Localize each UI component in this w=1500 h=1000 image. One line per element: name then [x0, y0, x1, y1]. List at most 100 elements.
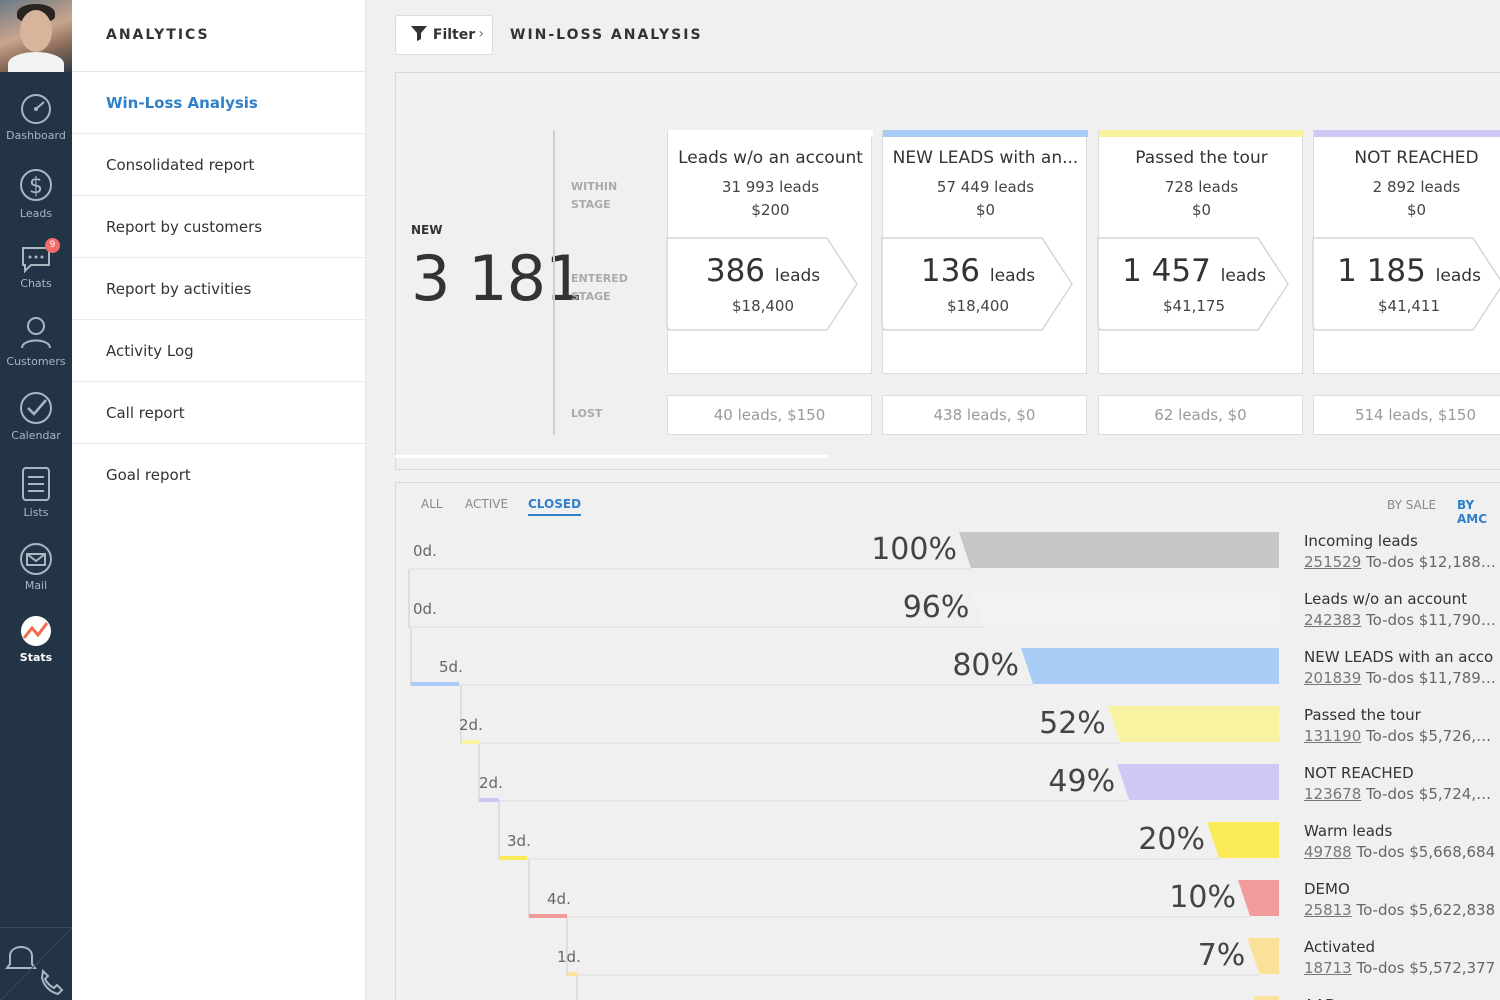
nav-stats[interactable]: Stats [0, 614, 72, 664]
nav-label: Stats [19, 651, 53, 664]
funnel-count-link[interactable]: 131190 [1304, 727, 1362, 745]
funnel-count-link[interactable]: 49788 [1304, 843, 1352, 861]
funnel-percent: 10% [1169, 880, 1236, 915]
tab-all[interactable]: ALL [421, 497, 443, 511]
submenu-item-win-loss[interactable]: Win-Loss Analysis [72, 72, 365, 134]
divider [553, 130, 555, 435]
entered-arrow-box [1312, 237, 1500, 331]
stage-card[interactable]: NEW LEADS with an... 57 449 leads $0 136 le… [881, 130, 1088, 374]
stage-card[interactable]: Leads w/o an account 31 993 leads $200 386 … [666, 130, 873, 374]
funnel-days: 3d. [507, 832, 531, 850]
submenu-item-call-report[interactable]: Call report [72, 382, 365, 444]
stage-color-bar [883, 130, 1088, 137]
dashboard-icon [21, 94, 51, 124]
funnel-bar [1117, 764, 1279, 800]
entered-number: 386 [705, 253, 766, 289]
funnel-stage-label: Warm leads [1304, 822, 1393, 840]
tab-closed[interactable]: CLOSED [528, 497, 582, 516]
nav-dashboard[interactable]: Dashboard [0, 92, 72, 142]
nav-mail[interactable]: Mail [0, 542, 72, 592]
stage-lost[interactable]: 40 leads, $150 [667, 395, 872, 435]
funnel-bar [1238, 880, 1279, 916]
stage-card[interactable]: NOT REACHED 2 892 leads $0 1 185 leads $41,4… [1312, 130, 1500, 374]
nav-label: Mail [24, 579, 48, 592]
funnel-stage-stats: 25813 To-dos $5,622,838 [1304, 901, 1500, 919]
page-title: WIN-LOSS ANALYSIS [510, 27, 703, 43]
stage-color-bar [1099, 130, 1304, 137]
stage-within-amount: $0 [1406, 201, 1427, 219]
stage-entered-amount: $18,400 [946, 297, 1010, 315]
funnel-percent: 52% [1039, 706, 1106, 741]
stage-card[interactable]: Passed the tour 728 leads $0 1 457 leads $41… [1097, 130, 1304, 374]
stage-name: NOT REACHED [1354, 148, 1479, 168]
nav-label: Leads [19, 207, 53, 220]
sort-by-amount[interactable]: BY AMC [1457, 498, 1488, 526]
funnel-days: 0d. [413, 542, 437, 560]
nav-label: Customers [6, 355, 66, 368]
stage-lost[interactable]: 62 leads, $0 [1098, 395, 1303, 435]
avatar[interactable] [0, 0, 72, 72]
stage-lost[interactable]: 514 leads, $150 [1313, 395, 1500, 435]
funnel-stage-stats: 251529 To-dos $12,188,7... [1304, 553, 1500, 571]
funnel-stage-label: NEW LEADS with an acco [1304, 648, 1494, 666]
customers-icon [21, 317, 51, 349]
funnel-bar [971, 590, 1279, 626]
funnel-step-marker [499, 856, 527, 860]
stage-lost[interactable]: 438 leads, $0 [882, 395, 1087, 435]
funnel-chart [408, 532, 1279, 1000]
nav-label: Lists [23, 506, 49, 519]
submenu-item-consolidated[interactable]: Consolidated report [72, 134, 365, 196]
entered-number: 136 [920, 253, 981, 289]
stage-within-leads: 31 993 leads [721, 178, 820, 196]
new-value: 3 181 [411, 242, 584, 315]
funnel-stage-label: NOT REACHED [1304, 764, 1414, 782]
submenu-item-customers[interactable]: Report by customers [72, 196, 365, 258]
new-label: NEW [411, 223, 443, 237]
submenu-item-activity-log[interactable]: Activity Log [72, 320, 365, 382]
funnel-count-link[interactable]: 123678 [1304, 785, 1362, 803]
stage-within-leads: 2 892 leads [1372, 178, 1461, 196]
row-label-entered: ENTERED STAGE [571, 272, 628, 303]
funnel-count-link[interactable]: 251529 [1304, 553, 1362, 571]
funnel-count-link[interactable]: 201839 [1304, 669, 1362, 687]
stage-within-amount: $0 [1191, 201, 1212, 219]
sort-by-sale[interactable]: BY SALE [1387, 498, 1437, 512]
notification-icon[interactable] [0, 927, 73, 1000]
chevron-right-icon: › [478, 26, 484, 42]
funnel-step-marker [479, 798, 499, 802]
funnel-todos: To-dos $5,572,377 [1351, 959, 1496, 977]
filter-button[interactable]: Filter › [395, 15, 493, 55]
stage-color-bar [668, 130, 873, 137]
nav-lists[interactable]: Lists [0, 465, 72, 519]
list-icon [22, 467, 50, 501]
entered-arrow-box [881, 237, 1073, 331]
nav-chats[interactable]: 9 Chats [0, 238, 72, 290]
funnel-panel [395, 482, 1500, 1000]
entered-unit: leads [989, 266, 1036, 286]
submenu-item-goal-report[interactable]: Goal report [106, 466, 191, 484]
funnel-days: 2d. [479, 774, 503, 792]
nav-customers[interactable]: Customers [0, 314, 72, 368]
stage-entered-count: 1 185 leads [1314, 253, 1500, 289]
funnel-count-link[interactable]: 25813 [1304, 901, 1352, 919]
funnel-percent: 49% [1048, 764, 1116, 799]
entered-number: 1 185 [1337, 253, 1426, 289]
submenu-item-activities[interactable]: Report by activities [72, 258, 365, 320]
funnel-stage-label: AAD [1304, 996, 1500, 1000]
funnel-count-link[interactable]: 242383 [1304, 611, 1362, 629]
funnel-percent: 96% [902, 590, 970, 625]
check-icon [20, 392, 52, 424]
funnel-percent: 7% [1197, 938, 1246, 973]
nav-label: Dashboard [6, 129, 66, 142]
stage-entered-count: 386 leads [668, 253, 858, 289]
funnel-stage-stats: 123678 To-dos $5,724,299 [1304, 785, 1500, 803]
nav-calendar[interactable]: Calendar [0, 390, 72, 442]
stage-within-leads: 728 leads [1164, 178, 1239, 196]
funnel-count-link[interactable]: 18713 [1304, 959, 1352, 977]
tab-active[interactable]: ACTIVE [465, 497, 509, 511]
nav-bottom [0, 927, 73, 1000]
entered-number: 1 457 [1122, 253, 1211, 289]
stage-within-leads: 57 449 leads [936, 178, 1035, 196]
horizontal-scrollbar[interactable] [395, 455, 828, 458]
nav-leads[interactable]: $ Leads [0, 166, 72, 220]
